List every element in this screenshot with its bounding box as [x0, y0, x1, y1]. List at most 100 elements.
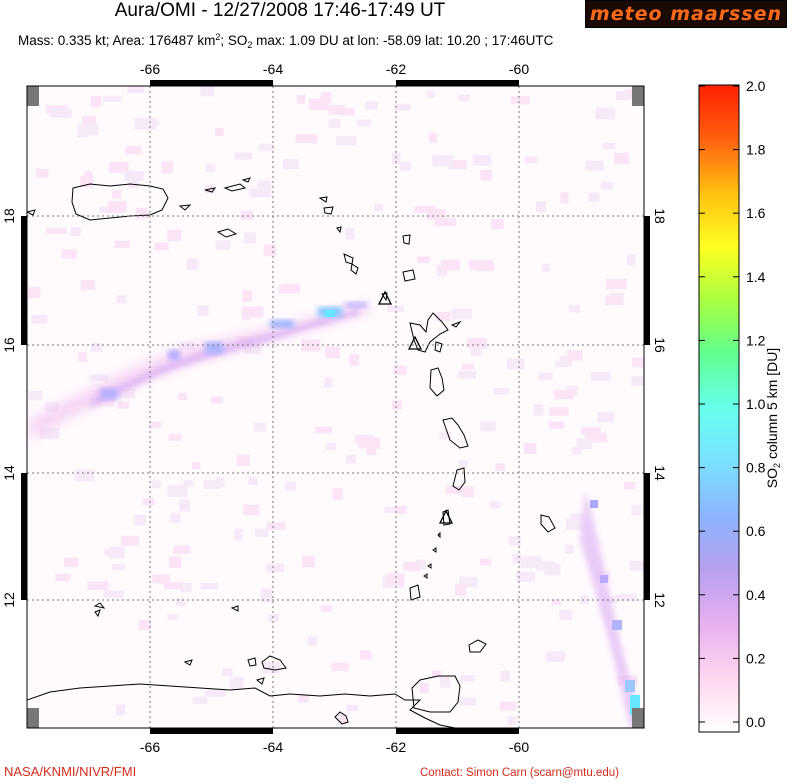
background-speckle	[439, 677, 451, 688]
colorbar-tick-label: 2.0	[746, 78, 766, 94]
plume-patch	[345, 302, 367, 308]
grenadines-dot	[423, 573, 428, 579]
background-speckle	[541, 263, 551, 272]
corner-mask	[632, 86, 644, 106]
background-speckle	[426, 209, 446, 220]
island-outline	[450, 320, 462, 328]
background-speckle	[605, 295, 624, 305]
background-speckle	[44, 402, 59, 412]
background-speckle	[567, 350, 583, 361]
background-speckle	[515, 571, 536, 582]
background-speckle	[151, 480, 161, 489]
background-speckle	[284, 481, 297, 491]
puerto-rico-outline	[71, 183, 169, 221]
background-speckle	[461, 363, 474, 370]
background-speckle	[107, 201, 127, 213]
background-speckle	[335, 135, 357, 146]
background-speckle	[111, 189, 122, 199]
background-speckle	[77, 123, 99, 136]
background-speckle	[466, 338, 488, 349]
background-speckle	[215, 477, 225, 488]
corner-mask	[27, 708, 39, 728]
background-speckle	[490, 218, 504, 230]
colorbar-tick-label: 1.8	[746, 142, 766, 158]
background-speckle	[268, 614, 279, 623]
lon-label-bottom: -66	[140, 739, 160, 755]
background-speckle	[538, 372, 553, 381]
background-speckle	[297, 693, 309, 703]
grenada-outline	[409, 584, 421, 601]
tick-bar	[396, 728, 519, 734]
background-speckle	[606, 279, 627, 290]
background-speckle	[142, 498, 155, 506]
grenadines-dot	[437, 531, 441, 539]
background-speckle	[391, 153, 401, 165]
background-speckle	[493, 387, 509, 395]
so2-field	[27, 86, 644, 728]
background-speckle	[616, 593, 638, 602]
barbuda-outline	[402, 234, 411, 245]
background-speckle	[154, 242, 169, 251]
background-speckle	[595, 107, 616, 120]
background-speckle	[470, 347, 482, 356]
volcano-marker-soufriere-hills	[377, 290, 393, 305]
background-speckle	[244, 342, 262, 355]
background-speckle	[457, 370, 476, 379]
background-speckle	[234, 528, 243, 541]
background-speckle	[480, 169, 493, 181]
island-outline	[241, 177, 251, 183]
background-speckle	[340, 108, 355, 116]
plume-patch	[625, 680, 635, 692]
background-speckle	[173, 545, 191, 554]
background-speckle	[560, 192, 569, 204]
background-speckle	[432, 670, 442, 678]
island-outline	[318, 196, 328, 203]
island-outline	[247, 657, 257, 667]
background-speckle	[426, 90, 435, 99]
background-speckle	[152, 574, 170, 584]
background-speckle	[260, 590, 273, 603]
so2-subscript: 2	[247, 40, 253, 50]
island-outline	[27, 209, 36, 216]
background-speckle	[629, 560, 644, 571]
background-speckle	[448, 160, 467, 169]
background-speckle	[549, 421, 565, 429]
background-speckle	[258, 143, 275, 151]
colorbar-label-sub: 2	[772, 462, 782, 468]
background-speckle	[78, 352, 87, 362]
background-speckle	[164, 582, 182, 590]
background-speckle	[451, 308, 472, 320]
background-speckle	[579, 595, 589, 605]
lat-label-left: 16	[1, 337, 17, 353]
background-speckle	[133, 514, 147, 526]
colorbar-tick-label: 0.8	[746, 460, 766, 476]
background-speckle	[267, 522, 286, 530]
island-outline	[93, 602, 106, 609]
background-speckle	[135, 207, 148, 220]
background-speckle	[205, 690, 224, 697]
background-speckle	[89, 374, 109, 381]
antigua-outline	[402, 269, 416, 282]
background-speckle	[307, 636, 318, 646]
corner-mask	[27, 86, 39, 106]
background-speckle	[374, 203, 383, 212]
background-speckle	[314, 426, 333, 434]
background-speckle	[234, 152, 252, 160]
background-speckle	[393, 365, 407, 375]
background-speckle	[103, 590, 124, 599]
grenadines-dot	[432, 547, 437, 553]
colorbar-tick-label: 0.4	[746, 587, 766, 603]
background-speckle	[328, 119, 341, 129]
st-lucia-outline	[452, 467, 466, 491]
background-speckle	[127, 86, 145, 94]
background-speckle	[460, 674, 475, 682]
background-speckle	[414, 205, 436, 214]
background-speckle	[197, 305, 209, 316]
background-speckle	[454, 584, 466, 596]
background-speckle	[588, 192, 600, 202]
background-speckle	[325, 346, 340, 359]
colorbar	[698, 84, 740, 733]
area-unit-superscript: 2	[215, 32, 221, 42]
island-outline	[334, 711, 349, 725]
background-speckle	[559, 609, 573, 621]
